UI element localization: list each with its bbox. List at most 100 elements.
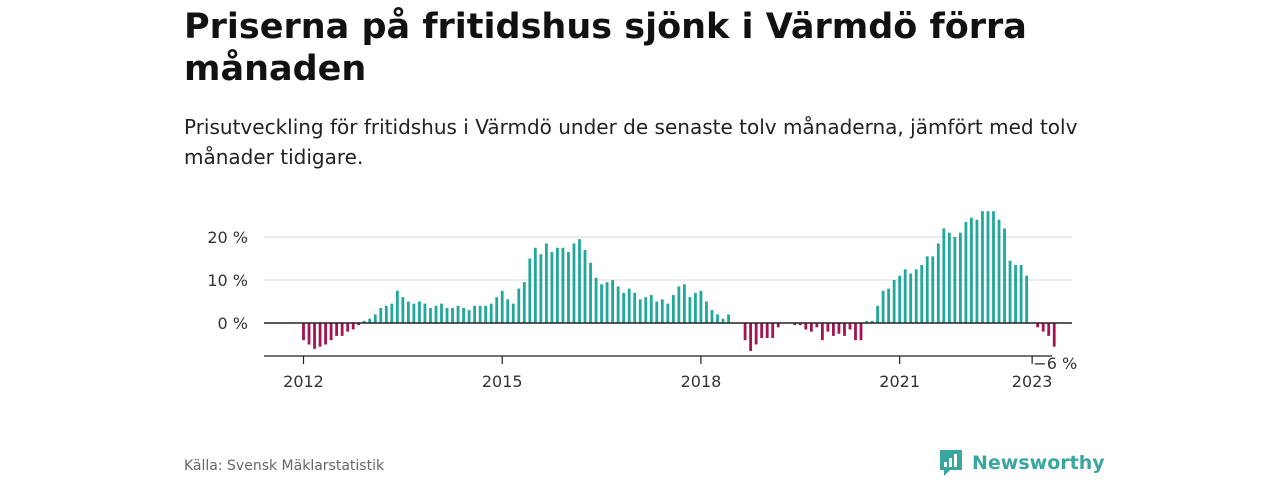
bar	[887, 288, 891, 323]
bar-series	[302, 211, 1056, 351]
grid-lines	[264, 236, 1072, 281]
bar	[1019, 264, 1023, 323]
bar	[925, 256, 929, 323]
bar	[870, 320, 874, 323]
chart-title: Priserna på fritidshus sjönk i Värmdö fö…	[184, 7, 1027, 89]
bar	[843, 323, 846, 336]
x-tick-label: 2021	[879, 372, 920, 391]
bar	[881, 290, 885, 323]
bar	[970, 217, 973, 323]
bar	[357, 323, 361, 326]
bar	[511, 303, 515, 323]
bar	[583, 249, 587, 323]
bar	[451, 307, 454, 323]
bar	[406, 301, 410, 323]
bar	[318, 323, 322, 347]
bar	[981, 211, 984, 323]
bar	[859, 323, 863, 341]
axes: 0 % 10 % 20 % 2012 2015 2018 2021 2023	[207, 228, 1072, 391]
bar	[660, 299, 664, 323]
bar	[412, 303, 416, 323]
bar	[815, 323, 819, 328]
bar	[622, 292, 626, 323]
bar	[809, 323, 813, 332]
bar	[832, 323, 835, 336]
bar	[473, 305, 477, 323]
bar	[633, 292, 637, 323]
bar	[495, 297, 499, 323]
bar	[594, 277, 598, 323]
bar	[313, 323, 316, 349]
bar	[616, 286, 620, 323]
bar	[1036, 323, 1040, 328]
bar	[771, 323, 775, 339]
bar	[329, 323, 333, 341]
bar	[362, 320, 366, 323]
bar	[953, 237, 957, 323]
last-value-label: −6 %	[1033, 354, 1077, 373]
bar	[992, 211, 995, 323]
bar	[671, 295, 675, 323]
source-text: Källa: Svensk Mäklarstatistik	[184, 458, 385, 474]
bar	[820, 323, 824, 341]
bar	[456, 305, 460, 323]
bar	[379, 307, 383, 323]
bar	[373, 314, 377, 323]
bar	[489, 303, 493, 323]
x-tick-label: 2015	[482, 372, 523, 391]
bar	[898, 275, 902, 323]
bar	[1041, 323, 1045, 332]
bar	[368, 318, 372, 323]
bar	[429, 307, 432, 323]
bar	[760, 323, 764, 339]
x-tick-label: 2023	[1012, 372, 1053, 391]
bar	[666, 303, 670, 323]
bar	[909, 273, 913, 323]
bar	[550, 252, 554, 323]
bar	[605, 282, 609, 323]
bar	[694, 292, 697, 323]
bar	[986, 211, 990, 323]
bar	[578, 239, 581, 323]
bar	[964, 221, 968, 323]
bar	[837, 323, 841, 334]
bar	[727, 314, 730, 323]
bar	[644, 297, 648, 323]
x-tick-label: 2018	[681, 372, 722, 391]
bar	[440, 303, 443, 323]
bar	[743, 323, 747, 341]
bar	[958, 232, 962, 323]
bar	[445, 307, 449, 323]
bar	[572, 243, 576, 323]
chart-subtitle: Prisutveckling för fritidshus i Värmdö u…	[184, 115, 1078, 169]
brand-logo: Newsworthy	[938, 448, 1105, 478]
bar	[434, 305, 438, 323]
bar	[876, 305, 879, 323]
bar	[346, 323, 350, 332]
bar	[351, 323, 355, 330]
bar	[997, 219, 1001, 323]
bar	[556, 247, 559, 323]
bar	[1025, 275, 1029, 323]
bar	[721, 318, 725, 323]
bar	[936, 243, 940, 323]
bar	[699, 290, 703, 323]
bar	[533, 247, 537, 323]
bar	[539, 254, 543, 323]
bar	[920, 264, 924, 323]
bar	[611, 280, 615, 323]
bar	[655, 301, 659, 323]
bar	[517, 288, 521, 323]
bar	[335, 323, 339, 336]
bar	[854, 323, 857, 341]
bar	[401, 297, 405, 323]
bar	[384, 305, 388, 323]
bar	[804, 323, 808, 330]
y-tick-label: 20 %	[207, 228, 248, 247]
bar	[522, 282, 526, 323]
bar	[1014, 264, 1017, 323]
bar	[600, 284, 603, 323]
bar	[324, 323, 327, 345]
bar	[914, 269, 918, 323]
bar	[826, 323, 830, 332]
